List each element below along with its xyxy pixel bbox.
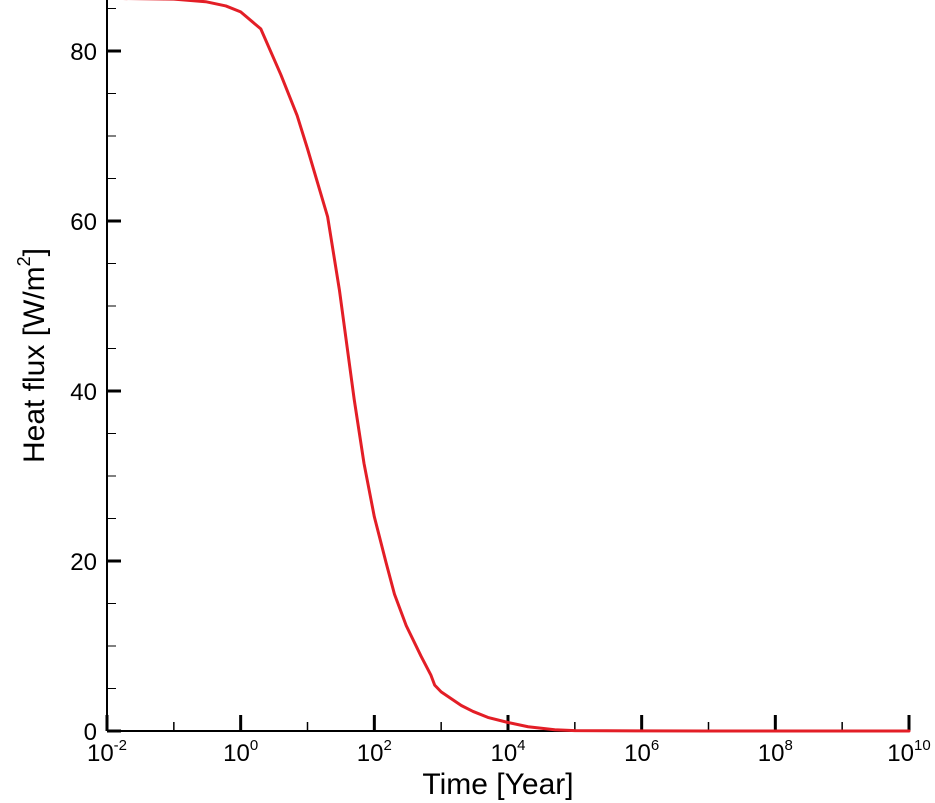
y-axis-label-sup: 2 [14, 256, 34, 266]
y-axis-label: Heat flux [W/m2] [14, 248, 51, 463]
y-axis-ticks: 0 20 40 60 80 [70, 8, 121, 746]
x-tick-label: 108 [758, 737, 793, 767]
y-tick-label: 0 [84, 719, 97, 746]
y-tick-label: 80 [70, 39, 97, 66]
y-axis-label-main: Heat flux [W/m [18, 266, 51, 463]
x-axis-label: Time [Year] [422, 768, 573, 801]
x-tick-label: 106 [624, 737, 659, 767]
x-axis-ticks: 10-2 100 102 104 106 108 1010 [87, 715, 931, 767]
x-tick-label: 102 [357, 737, 392, 767]
axes [106, 0, 909, 732]
axis-labels: Time [Year] Heat flux [W/m2] [14, 248, 574, 801]
x-tick-label: 1010 [887, 737, 930, 767]
y-tick-label: 60 [70, 209, 97, 236]
x-tick-label: 10-2 [87, 737, 127, 767]
x-tick-label: 100 [223, 737, 258, 767]
heat-flux-series-line [122, 0, 911, 733]
y-axis-label-end: ] [18, 248, 51, 256]
y-tick-label: 20 [70, 549, 97, 576]
y-tick-label: 40 [70, 379, 97, 406]
x-tick-label: 104 [490, 737, 525, 767]
series-layer [122, 0, 911, 733]
